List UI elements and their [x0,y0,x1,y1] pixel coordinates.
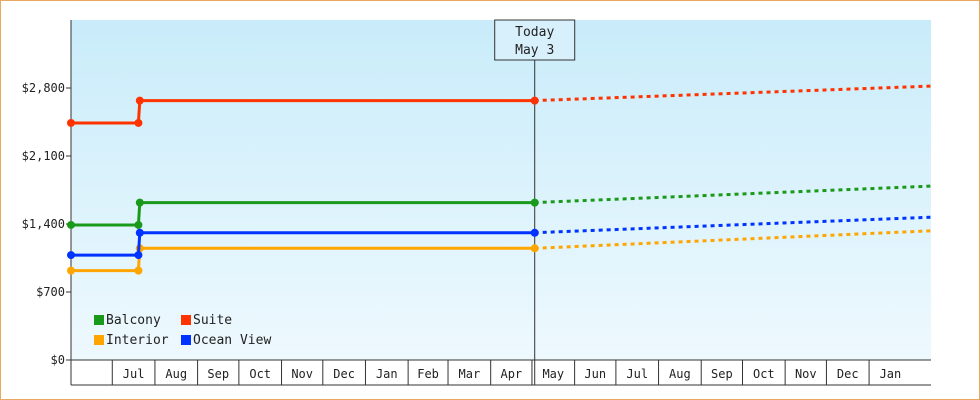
month-label: Mar [459,367,481,381]
y-axis: $0 $700 $1,400 $2,100 $2,800 [22,20,72,385]
legend-label-suite: Suite [193,313,232,328]
data-point-interior [67,266,75,275]
forecast-line-suite [534,84,932,103]
legend-swatch-interior [94,335,104,345]
month-label: Aug [669,367,691,381]
month-label: Oct [753,367,775,381]
month-label: Nov [291,367,313,381]
month-label: Jul [626,367,648,381]
month-label: Dec [333,367,355,381]
series-line-ocean-view [71,231,535,257]
month-label: Jun [584,367,606,381]
forecast-line-ocean-view [534,215,932,235]
y-tick-label: $2,100 [22,149,65,163]
today-date: May 3 [515,43,554,58]
series-line-suite [71,99,535,125]
y-tick-label: $1,400 [22,217,65,231]
today-marker: Today May 3 [494,19,576,385]
data-point-ocean-view [134,251,143,260]
legend-swatch-ocean-view [181,335,191,345]
data-point-balcony [134,220,143,229]
y-tick-label: $0 [51,353,65,367]
month-label: Dec [837,367,859,381]
forecast-line-interior [534,229,932,250]
today-label-box [494,19,576,61]
data-point-ocean-view [67,251,75,260]
month-label: Sep [711,367,733,381]
legend-label-ocean-view: Ocean View [193,333,271,348]
series-line-interior [71,246,535,273]
legend: Balcony Suite Interior Ocean View [94,313,271,348]
data-point-balcony [135,198,144,207]
today-label: Today [515,25,554,40]
month-label: Apr [500,367,522,381]
month-label: May [542,367,564,381]
month-label: Sep [207,367,229,381]
month-label: Jan [376,367,398,381]
month-label: Jul [123,367,145,381]
y-tick-label: $2,800 [22,81,65,95]
x-axis: Jul Aug Sep Oct Nov Dec Jan Feb Mar Apr May Jun Jul A… [71,359,931,386]
plot-area [71,20,931,360]
data-point-interior [134,266,143,275]
forecast-line-balcony [534,184,932,205]
legend-swatch-balcony [94,315,104,325]
legend-label-balcony: Balcony [106,313,161,328]
series-line-balcony [71,201,535,227]
data-point-balcony [67,220,75,229]
data-point-interior [530,244,539,253]
data-point-suite [67,118,75,127]
data-point-ocean-view [530,228,539,237]
month-label: Aug [165,367,187,381]
legend-swatch-suite [181,315,191,325]
month-label: Jan [880,367,902,381]
data-point-suite [530,96,539,105]
month-label: Oct [249,367,271,381]
data-point-suite [135,96,144,105]
data-point-suite [134,118,143,127]
month-label: Feb [417,367,439,381]
series-group [67,84,932,275]
y-tick-label: $700 [36,285,65,299]
data-point-ocean-view [135,228,144,237]
legend-label-interior: Interior [106,333,169,348]
month-label: Nov [795,367,817,381]
data-point-balcony [530,198,539,207]
